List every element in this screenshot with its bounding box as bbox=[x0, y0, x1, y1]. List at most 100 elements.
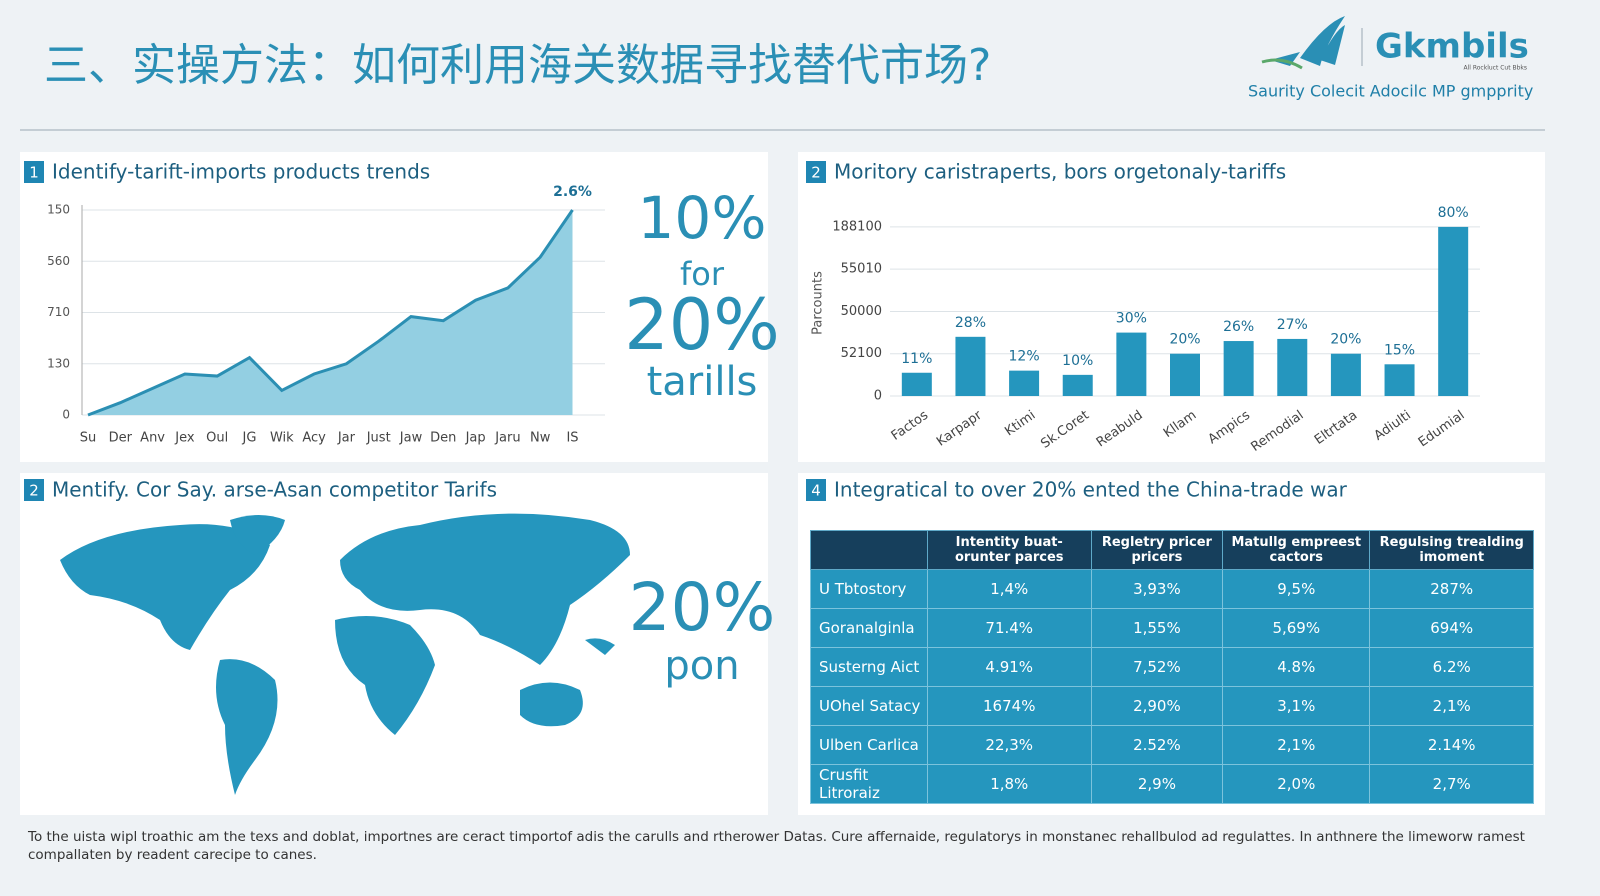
x-tick-label: JG bbox=[242, 431, 257, 446]
table-cell: 3,93% bbox=[1090, 569, 1224, 609]
tagline: Saurity Colecit Adocilc MP gmpprity bbox=[1248, 82, 1533, 101]
line bbox=[87, 209, 574, 417]
bar bbox=[1062, 374, 1093, 396]
panel-title: Mentify. Cor Say. arse-Asan competitor T… bbox=[52, 478, 497, 502]
panel-number-box bbox=[806, 161, 826, 183]
y-tick-label: 188100 bbox=[832, 219, 882, 234]
continent bbox=[520, 638, 615, 727]
table-cell: 2.52% bbox=[1090, 725, 1224, 765]
bar bbox=[1223, 341, 1254, 396]
panel-number-box bbox=[806, 479, 826, 501]
panel-number-box bbox=[24, 161, 44, 183]
table-cell: 2,0% bbox=[1222, 764, 1371, 804]
header-cell: Intentity buat- orunter parces bbox=[926, 530, 1092, 570]
callout: 20% bbox=[629, 569, 776, 646]
table-cell: 1674% bbox=[926, 686, 1092, 726]
y-tick-label: 150 bbox=[47, 203, 70, 217]
x-tick-label: Oul bbox=[206, 431, 228, 446]
x-tick-label: Jex bbox=[174, 431, 195, 446]
header-cell bbox=[810, 530, 928, 570]
bar bbox=[901, 372, 932, 396]
x-tick-label: Jap bbox=[465, 431, 486, 446]
panel-title: Identify-tarift-imports products trends bbox=[52, 160, 430, 184]
callout: for bbox=[680, 255, 725, 293]
panel-number: 4 bbox=[811, 482, 821, 500]
y-tick-label: 710 bbox=[47, 305, 70, 319]
x-tick-label: Wik bbox=[270, 431, 294, 446]
table-row: UOhel Satacy 1674% 2,90% 3,1% 2,1% bbox=[810, 686, 1534, 726]
callout: 20% bbox=[624, 284, 780, 366]
table-cell: 4.91% bbox=[926, 647, 1092, 687]
data-label: 11% bbox=[901, 351, 932, 367]
panel-number: 2 bbox=[29, 482, 39, 500]
table-cell: 287% bbox=[1369, 569, 1534, 609]
x-tick-label: Der bbox=[109, 431, 133, 446]
continent bbox=[216, 659, 278, 795]
x-tick-label: Jaw bbox=[399, 431, 423, 446]
data-label: 27% bbox=[1277, 317, 1308, 333]
data-label: 30% bbox=[1116, 311, 1147, 327]
logo-icon bbox=[1261, 58, 1303, 70]
y-axis-label: Parcounts bbox=[811, 271, 826, 335]
table-cell: UOhel Satacy bbox=[810, 686, 928, 726]
table-row: U Tbtostory 1,4% 3,93% 9,5% 287% bbox=[810, 569, 1534, 609]
table-row: Crusfit Litroraiz 1,8% 2,9% 2,0% 2,7% bbox=[810, 764, 1534, 804]
table-cell: 1,55% bbox=[1090, 608, 1224, 648]
table-cell: 2,1% bbox=[1222, 725, 1371, 765]
callout: 10% bbox=[638, 184, 767, 252]
bar bbox=[1009, 370, 1040, 396]
y-tick-label: 0 bbox=[62, 408, 70, 422]
data-label: 12% bbox=[1009, 349, 1040, 365]
table-row: Ulben Carlica 22,3% 2.52% 2,1% 2.14% bbox=[810, 725, 1534, 765]
header-cell: Regletry pricer pricers bbox=[1090, 530, 1224, 570]
title: 三、实操方法：如何利用海关数据寻找替代市场? bbox=[44, 40, 991, 91]
data-label: 15% bbox=[1384, 342, 1415, 358]
x-tick-label: Jar bbox=[337, 431, 356, 446]
y-tick-label: 50000 bbox=[841, 304, 882, 319]
area bbox=[88, 210, 573, 415]
data-label: 20% bbox=[1330, 332, 1361, 348]
bar bbox=[955, 336, 986, 396]
y-tick-label: 52100 bbox=[841, 346, 882, 361]
x-tick-label: Den bbox=[430, 431, 456, 446]
callout: tarills bbox=[647, 359, 758, 405]
x-tick-label: Su bbox=[80, 431, 97, 446]
footer: To the uista wipl troathic am the texs a… bbox=[28, 829, 1525, 863]
header-cell: Regulsing trealding imoment bbox=[1369, 530, 1534, 570]
continent bbox=[335, 616, 435, 735]
data-label: 26% bbox=[1223, 319, 1254, 335]
table-cell: 7,52% bbox=[1090, 647, 1224, 687]
x-tick-label: Acy bbox=[302, 431, 326, 446]
bar bbox=[1330, 353, 1361, 396]
table-cell: 9,5% bbox=[1222, 569, 1371, 609]
logo-icon bbox=[1270, 16, 1345, 66]
data-label: 80% bbox=[1438, 205, 1469, 221]
y-tick-label: 55010 bbox=[841, 262, 882, 277]
table-cell: Goranalginla bbox=[810, 608, 928, 648]
data-table: Intentity buat- orunter parces Regletry p… bbox=[810, 530, 1534, 804]
table-cell: 2.14% bbox=[1369, 725, 1534, 765]
bar bbox=[1384, 364, 1415, 396]
table-cell: U Tbtostory bbox=[810, 569, 928, 609]
panel-title: Integratical to over 20% ented the China… bbox=[834, 478, 1348, 502]
header-cell: Matullg empreest cactors bbox=[1222, 530, 1371, 570]
continent bbox=[230, 515, 285, 555]
table-cell: 694% bbox=[1369, 608, 1534, 648]
table-cell: 71.4% bbox=[926, 608, 1092, 648]
bar bbox=[1116, 332, 1147, 396]
continent bbox=[340, 513, 630, 665]
y-tick-label: 0 bbox=[874, 389, 882, 404]
table-cell: 2,1% bbox=[1369, 686, 1534, 726]
data-label: 10% bbox=[1062, 353, 1093, 369]
table-row: Susterng Aict 4.91% 7,52% 4.8% 6.2% bbox=[810, 647, 1534, 687]
continent bbox=[60, 524, 270, 650]
callout: pon bbox=[664, 643, 739, 689]
bar bbox=[1438, 226, 1469, 396]
panel-number-box bbox=[24, 479, 44, 501]
panel-number: 1 bbox=[29, 164, 39, 182]
panel bbox=[798, 152, 1545, 462]
table-cell: 1,8% bbox=[926, 764, 1092, 804]
table-cell: 22,3% bbox=[926, 725, 1092, 765]
data-label: 20% bbox=[1169, 332, 1200, 348]
